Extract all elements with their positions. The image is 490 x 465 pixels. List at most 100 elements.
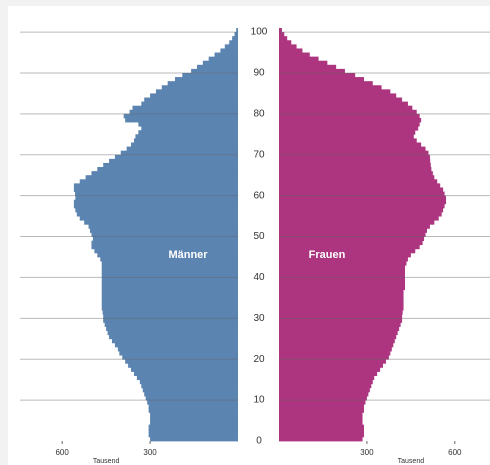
female-bar <box>279 404 364 409</box>
female-bar <box>279 330 398 336</box>
male-bar <box>232 36 238 41</box>
y-tick-label: 80 <box>253 109 265 120</box>
y-tick-label: 30 <box>253 313 265 324</box>
male-bar <box>148 408 238 413</box>
female-bar <box>279 203 445 209</box>
female-bar <box>279 130 416 135</box>
female-bar <box>279 77 364 82</box>
male-bar <box>139 379 238 385</box>
female-bar <box>279 334 397 340</box>
male-bar <box>101 285 239 291</box>
female-bar <box>279 273 406 278</box>
female-bar <box>279 109 417 115</box>
female-bar <box>279 146 426 152</box>
male-bar <box>133 138 238 143</box>
female-bar <box>279 150 429 156</box>
female-bar <box>279 93 397 98</box>
y-tick-label: 90 <box>253 68 265 79</box>
male-bar <box>101 301 239 307</box>
female-bar <box>279 261 407 266</box>
male-bar <box>91 240 238 246</box>
male-bar <box>133 371 238 376</box>
male-bar <box>132 105 238 111</box>
male-bar <box>208 56 238 62</box>
male-bar <box>138 130 238 135</box>
female-bar <box>279 363 384 368</box>
male-bar <box>150 416 238 421</box>
female-bar <box>279 424 364 430</box>
female-bar <box>279 48 303 53</box>
male-bar <box>73 199 238 205</box>
male-bar <box>97 252 238 258</box>
female-bar <box>279 371 378 376</box>
female-bar <box>279 72 356 78</box>
male-bar <box>141 101 238 107</box>
male-bar <box>84 220 238 225</box>
female-bar <box>279 285 406 291</box>
female-bar <box>279 81 373 86</box>
male-bar <box>144 97 238 103</box>
x-tick-label: 600 <box>55 448 69 457</box>
series-label: Männer <box>168 249 208 261</box>
male-bar <box>125 359 238 364</box>
female-bar <box>279 277 406 282</box>
male-bar <box>106 326 238 331</box>
male-bar <box>150 93 238 98</box>
female-bar <box>279 220 435 225</box>
female-bar <box>279 216 439 221</box>
male-bar <box>229 40 238 45</box>
female-bar <box>279 432 364 438</box>
female-bar <box>279 224 430 229</box>
male-bar <box>148 404 238 409</box>
male-bar <box>79 179 238 184</box>
male-bar <box>142 387 238 393</box>
y-tick-label: 20 <box>253 354 265 365</box>
female-bar <box>279 436 363 442</box>
female-bar <box>279 60 328 66</box>
y-tick-label: 60 <box>253 190 265 201</box>
female-bar <box>279 232 426 237</box>
male-bar <box>144 391 238 397</box>
female-bar <box>279 183 441 188</box>
female-bar <box>279 191 445 197</box>
male-bar <box>101 297 239 303</box>
female-bar <box>279 117 422 123</box>
female-bar <box>279 228 427 233</box>
male-bar <box>90 228 238 233</box>
male-bar <box>131 367 238 372</box>
y-tick-label: 70 <box>253 149 265 160</box>
female-bar <box>279 428 364 434</box>
male-bar <box>109 158 238 164</box>
female-bar <box>279 387 370 393</box>
male-bar <box>182 72 238 78</box>
female-bar <box>279 391 369 397</box>
female-bar <box>279 171 433 176</box>
female-bar <box>279 207 444 213</box>
male-bar <box>150 412 238 417</box>
male-bar <box>117 346 238 352</box>
male-bar <box>145 396 238 401</box>
male-bar <box>126 146 238 152</box>
female-bar <box>279 167 432 172</box>
male-bar <box>111 338 238 344</box>
male-bar <box>103 314 238 319</box>
male-bar <box>129 109 238 115</box>
male-bar <box>94 248 239 254</box>
male-bar <box>103 318 238 323</box>
female-bar <box>279 375 375 381</box>
female-bar <box>279 56 319 62</box>
female-bar <box>279 158 431 164</box>
male-bar <box>202 60 238 66</box>
male-bar <box>101 293 239 299</box>
female-bar <box>279 179 438 184</box>
female-bar <box>279 322 401 327</box>
male-bar <box>91 232 238 237</box>
female-bar <box>279 36 288 41</box>
y-tick-label: 0 <box>256 436 262 447</box>
male-bar <box>101 306 239 311</box>
male-bar <box>101 289 239 295</box>
male-bar <box>103 162 238 168</box>
male-bar <box>101 269 239 274</box>
female-bar <box>279 134 414 139</box>
